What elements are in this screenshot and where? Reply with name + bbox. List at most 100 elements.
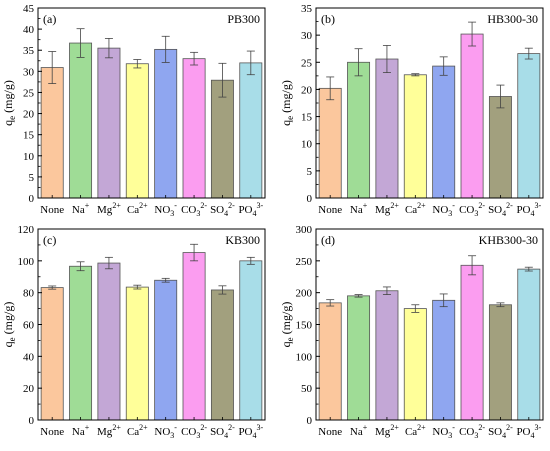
x-tick-label-7: SO42-: [488, 201, 513, 218]
x-tick-label-2: Na+: [72, 423, 90, 438]
x-tick-label-5: NO3-: [154, 201, 177, 218]
x-tick-label-1: None: [40, 426, 64, 438]
bar-6: [182, 252, 206, 421]
x-tick-label-8: PO43-: [516, 423, 541, 440]
x-tick-label-1: None: [318, 426, 342, 438]
bar-8: [517, 53, 541, 199]
x-tick-label-8: PO43-: [516, 201, 541, 218]
bar-6: [460, 33, 484, 199]
bar-1: [318, 87, 342, 199]
bar-8: [239, 260, 263, 421]
bar-1: [318, 302, 342, 421]
y-tick-label-1: 0: [29, 193, 35, 205]
y-tick-label-5: 200: [296, 288, 313, 300]
y-tick-label-3: 100: [296, 351, 313, 363]
bar-3: [97, 47, 121, 199]
x-tick-label-2: Na+: [350, 423, 368, 438]
y-tick-label-6: 250: [296, 256, 313, 268]
y-tick-label-10: 45: [23, 3, 35, 15]
y-tick-label-3: 10: [23, 151, 35, 163]
panel-title: KHB300-30: [479, 233, 538, 247]
bar-2: [69, 42, 93, 199]
x-tick-label-3: Mg2+: [375, 201, 399, 216]
y-tick-label-6: 100: [18, 256, 35, 268]
panel-title: KB300: [225, 233, 260, 247]
bar-4: [403, 308, 427, 421]
bar-3: [375, 290, 399, 421]
x-tick-label-2: Na+: [72, 201, 90, 216]
bar-1: [40, 287, 64, 421]
x-tick-label-4: Ca2+: [405, 201, 426, 216]
panel-label: (d): [321, 233, 335, 247]
x-tick-label-2: Na+: [350, 201, 368, 216]
bar-2: [347, 295, 371, 421]
y-tick-label-4: 15: [301, 112, 313, 124]
y-tick-label-4: 60: [23, 320, 35, 332]
y-axis-label: qe (mg/g): [1, 80, 17, 126]
bar-2: [69, 265, 93, 421]
panel-label: (b): [321, 12, 335, 26]
x-tick-label-5: NO3-: [154, 423, 177, 440]
y-tick-label-1: 0: [307, 193, 313, 205]
bar-3: [97, 262, 121, 421]
bar-7: [210, 289, 234, 421]
bar-5: [432, 299, 456, 421]
y-tick-label-9: 40: [23, 24, 35, 36]
y-tick-label-4: 150: [296, 320, 313, 332]
x-tick-label-5: NO3-: [432, 423, 455, 440]
bar-8: [239, 62, 263, 199]
panel-label: (c): [43, 233, 56, 247]
x-tick-label-6: CO32-: [181, 423, 207, 440]
x-tick-label-8: PO43-: [238, 201, 263, 218]
x-tick-label-6: CO32-: [459, 423, 485, 440]
y-tick-label-1: 0: [307, 415, 313, 427]
x-tick-label-5: NO3-: [432, 201, 455, 218]
y-tick-label-4: 15: [23, 130, 35, 142]
y-axis-label: qe (mg/g): [279, 302, 295, 348]
bar-4: [403, 74, 427, 199]
y-axis-label: qe (mg/g): [279, 80, 295, 126]
bar-7: [210, 79, 234, 199]
bar-2: [347, 61, 371, 199]
y-tick-label-8: 35: [301, 3, 313, 15]
x-tick-label-7: SO42-: [210, 201, 235, 218]
x-tick-label-6: CO32-: [459, 201, 485, 218]
x-tick-label-8: PO43-: [238, 423, 263, 440]
y-tick-label-3: 40: [23, 351, 35, 363]
y-axis-label: qe (mg/g): [1, 302, 17, 348]
panel-title: PB300: [227, 12, 260, 26]
bar-7: [488, 96, 512, 199]
x-tick-label-4: Ca2+: [127, 201, 148, 216]
bar-1: [40, 67, 64, 199]
y-tick-label-8: 35: [23, 45, 35, 57]
chart-panel-1: None Na+ Mg2+ Ca2+ NO3- CO32- SO42- PO43- 0 5 10 15…: [1, 3, 266, 218]
y-tick-label-5: 20: [301, 84, 313, 96]
y-tick-label-2: 5: [29, 172, 35, 184]
y-tick-label-7: 300: [296, 224, 313, 236]
chart-panel-3: None Na+ Mg2+ Ca2+ NO3- CO32- SO42- PO43- 0 20 40 6…: [1, 224, 266, 440]
x-tick-label-1: None: [40, 204, 64, 216]
bar-5: [154, 48, 178, 199]
bar-3: [375, 58, 399, 199]
y-tick-label-6: 25: [23, 87, 35, 99]
y-tick-label-3: 10: [301, 139, 313, 151]
x-tick-label-4: Ca2+: [405, 423, 426, 438]
x-tick-label-1: None: [318, 204, 342, 216]
x-tick-label-7: SO42-: [488, 423, 513, 440]
y-tick-label-5: 20: [23, 109, 35, 121]
bar-6: [460, 264, 484, 421]
y-tick-label-2: 50: [301, 383, 313, 395]
y-tick-label-2: 5: [307, 166, 313, 178]
y-tick-label-7: 30: [23, 66, 35, 78]
x-tick-label-3: Mg2+: [375, 423, 399, 438]
bar-4: [125, 286, 149, 421]
panel-label: (a): [43, 12, 56, 26]
bar-5: [154, 279, 178, 421]
y-tick-label-5: 80: [23, 288, 35, 300]
bar-4: [125, 63, 149, 199]
x-tick-label-7: SO42-: [210, 423, 235, 440]
bar-6: [182, 58, 206, 199]
y-tick-label-6: 25: [301, 57, 313, 69]
x-tick-label-3: Mg2+: [97, 423, 121, 438]
panel-title: HB300-30: [487, 12, 538, 26]
